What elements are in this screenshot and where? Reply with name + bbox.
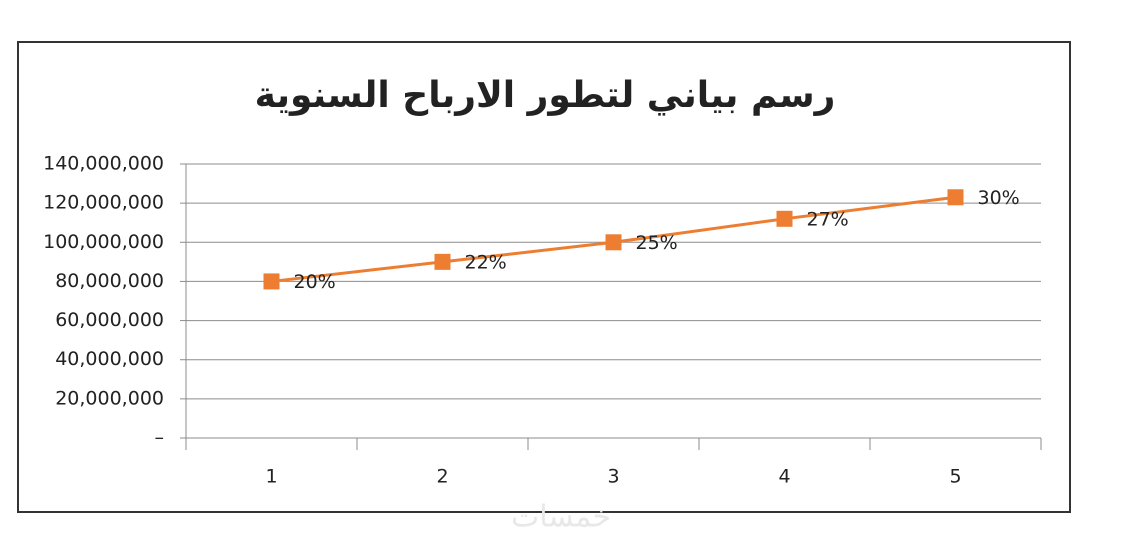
x-tick-label: 1 [265, 466, 277, 488]
data-label: 20% [294, 271, 336, 293]
data-marker [776, 210, 793, 227]
y-tick-label: – [155, 427, 165, 449]
y-tick-label: 60,000,000 [55, 309, 164, 331]
data-label: 30% [978, 187, 1020, 209]
data-marker [434, 253, 451, 270]
chart-frame [17, 41, 1071, 513]
chart-title: رسم بياني لتطور الارباح السنوية [255, 75, 836, 116]
y-tick-label: 120,000,000 [43, 192, 164, 214]
data-marker [947, 189, 964, 206]
x-tick-label: 4 [778, 466, 790, 488]
data-label: 27% [807, 208, 849, 230]
y-tick-label: 20,000,000 [55, 387, 164, 409]
x-tick-label: 2 [436, 466, 448, 488]
x-tick-label: 5 [949, 466, 961, 488]
data-marker [605, 234, 622, 251]
y-tick-label: 100,000,000 [43, 231, 164, 253]
data-label: 22% [465, 251, 507, 273]
y-tick-label: 80,000,000 [55, 270, 164, 292]
watermark: خمسات [511, 500, 611, 535]
x-tick-label: 3 [607, 466, 619, 488]
y-tick-label: 40,000,000 [55, 348, 164, 370]
y-tick-label: 140,000,000 [43, 153, 164, 175]
data-label: 25% [636, 232, 678, 254]
data-marker [263, 273, 280, 290]
